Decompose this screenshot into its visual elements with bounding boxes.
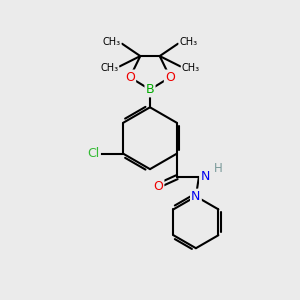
Text: B: B (146, 83, 154, 96)
Text: CH₃: CH₃ (102, 37, 121, 47)
Text: Cl: Cl (87, 147, 100, 160)
Text: CH₃: CH₃ (179, 37, 198, 47)
Text: O: O (165, 71, 175, 84)
Text: O: O (125, 71, 135, 84)
Text: N: N (191, 190, 201, 203)
Text: CH₃: CH₃ (100, 63, 118, 73)
Text: H: H (214, 163, 223, 176)
Text: CH₃: CH₃ (182, 63, 200, 73)
Text: O: O (153, 180, 163, 193)
Text: N: N (200, 170, 210, 183)
